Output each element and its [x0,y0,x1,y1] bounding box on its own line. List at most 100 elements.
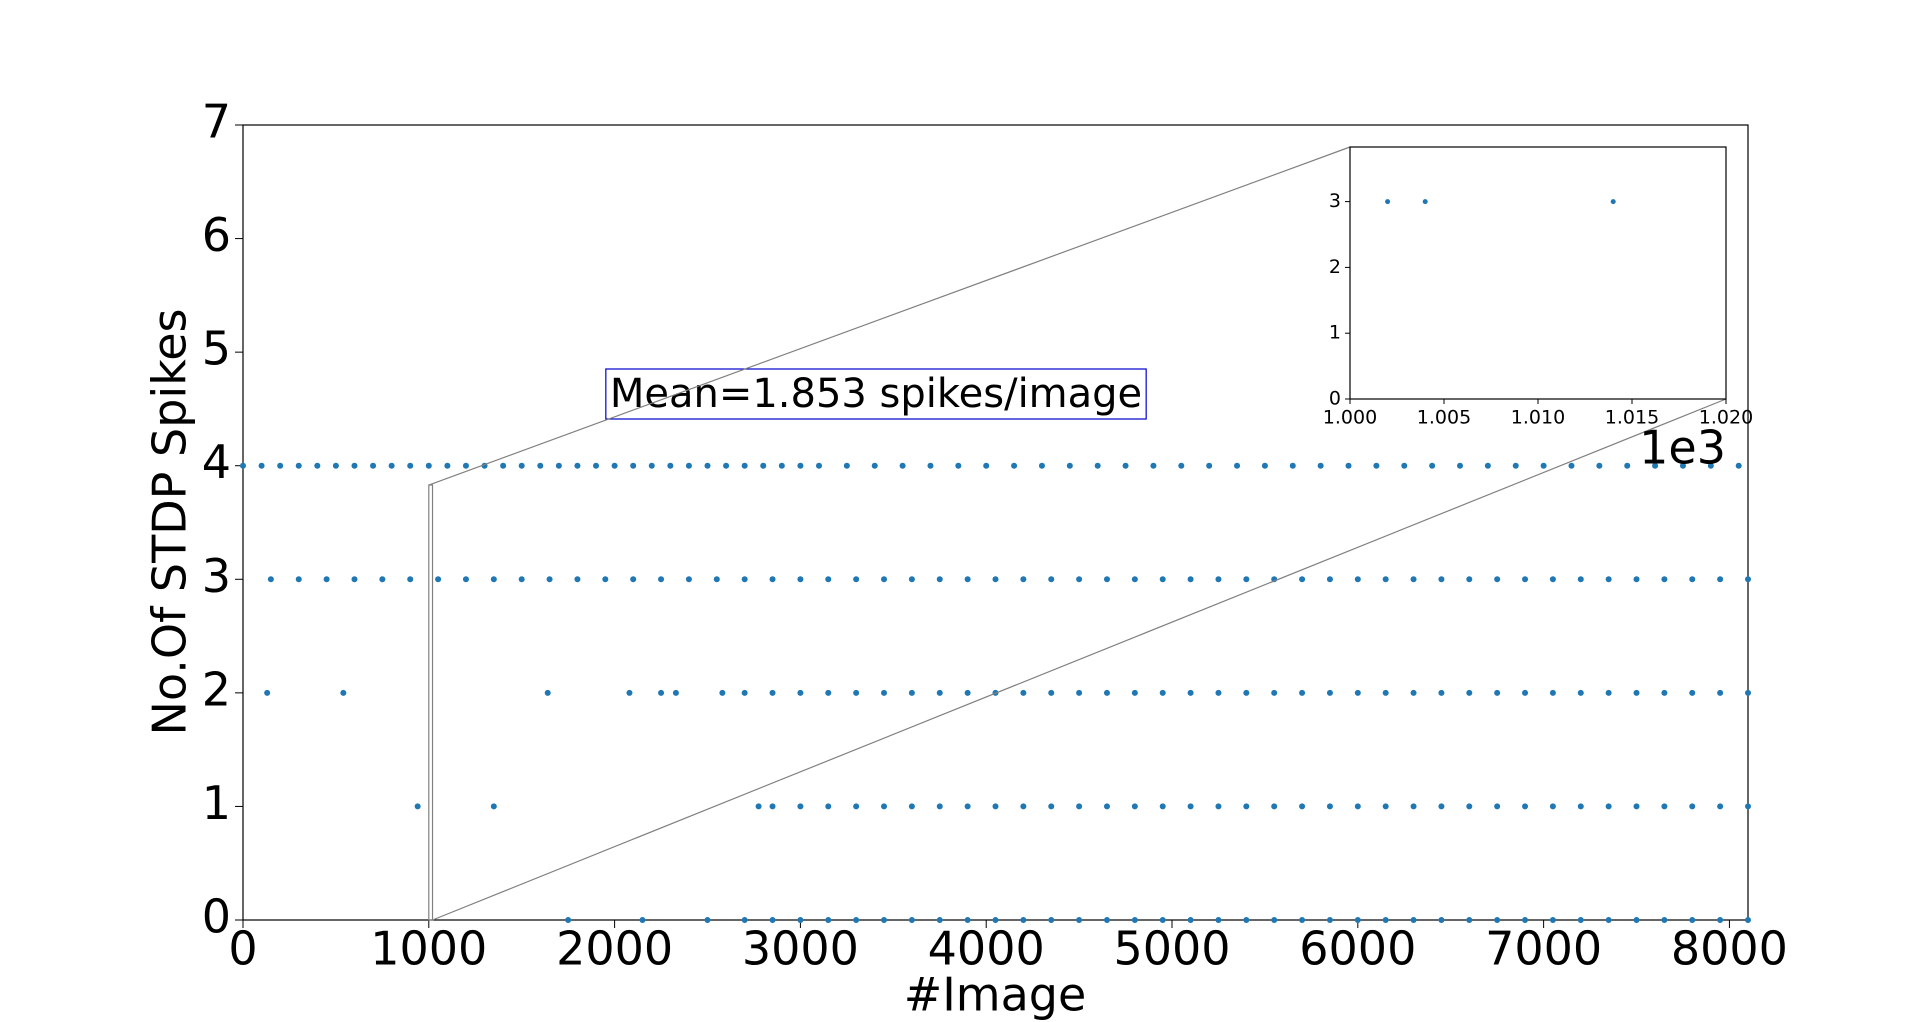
point [1605,917,1612,923]
point [1131,576,1138,583]
point [825,917,832,923]
point [741,689,748,696]
point [323,576,330,583]
point [797,803,804,810]
point [1159,689,1166,696]
point [1103,576,1110,583]
point [1549,576,1556,583]
point [1243,576,1250,583]
point [1661,576,1668,583]
point [964,917,971,923]
point [1048,803,1055,810]
point [1382,689,1389,696]
zoom-connector [428,146,1351,486]
point [853,917,860,923]
point [1410,576,1417,583]
point [843,462,850,469]
point [1382,917,1389,923]
point [1076,689,1083,696]
point [1299,917,1306,923]
inset-x-tick-label: 1.005 [1417,407,1471,429]
point [1326,689,1333,696]
point [1215,689,1222,696]
point [1187,803,1194,810]
point [1577,689,1584,696]
point [1385,199,1391,205]
point [1410,803,1417,810]
point [908,917,915,923]
point [797,689,804,696]
point [1103,689,1110,696]
point [518,462,525,469]
x-tick-label: 4000 [928,922,1045,976]
point [518,576,525,583]
point [704,917,711,923]
offset-label: 1e3 [1639,421,1726,475]
point [1410,689,1417,696]
point [611,462,618,469]
point [314,462,321,469]
y-tick-label: 6 [202,208,231,262]
point [1317,462,1324,469]
point [825,689,832,696]
point [574,462,581,469]
point [1494,803,1501,810]
point [1522,803,1529,810]
point [1494,576,1501,583]
point [1382,576,1389,583]
point [630,462,637,469]
point [1299,803,1306,810]
point [1438,576,1445,583]
point [1661,917,1668,923]
point [1549,917,1556,923]
x-tick-label: 5000 [1113,922,1230,976]
point [1610,199,1616,205]
point [955,462,962,469]
point [1661,689,1668,696]
point [936,917,943,923]
x-tick-label: 2000 [556,922,673,976]
x-tick-label: 6000 [1299,922,1416,976]
point [1401,462,1408,469]
inset-frame [1349,146,1727,400]
point [565,917,572,923]
point [1633,689,1640,696]
point [295,576,302,583]
point [1048,917,1055,923]
point [264,689,271,696]
point [1131,803,1138,810]
point [1540,462,1547,469]
point [1289,462,1296,469]
point [936,576,943,583]
point [1215,803,1222,810]
point [1020,689,1027,696]
point [964,803,971,810]
point [500,462,507,469]
y-tick-label: 1 [202,776,231,830]
y-tick-label: 7 [202,95,231,149]
y-tick-label: 5 [202,322,231,376]
point [1048,576,1055,583]
point [741,462,748,469]
point [1633,576,1640,583]
point [992,803,999,810]
point [555,462,562,469]
point [490,803,497,810]
point [1243,803,1250,810]
point [1410,917,1417,923]
point [658,576,665,583]
point [1187,689,1194,696]
point [769,917,776,923]
point [1745,803,1751,810]
point [388,462,395,469]
point [1522,576,1529,583]
point [797,462,804,469]
point [1354,917,1361,923]
point [602,576,609,583]
point [964,576,971,583]
point [1457,462,1464,469]
x-tick-label: 1000 [370,922,487,976]
point [1066,462,1073,469]
point [853,689,860,696]
annotation-box [605,368,1147,420]
